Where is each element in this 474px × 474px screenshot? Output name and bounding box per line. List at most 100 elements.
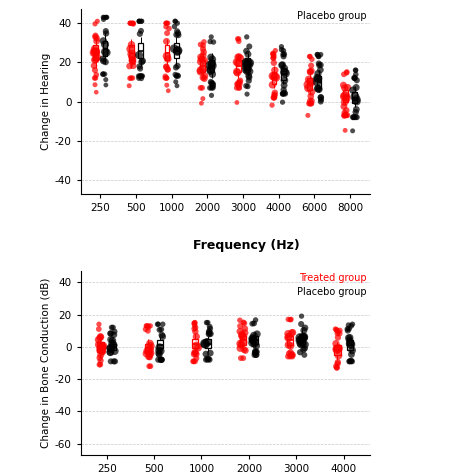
Point: [281, 50, 288, 58]
Point: [90, 62, 98, 70]
Point: [99, 70, 107, 78]
Point: [252, 347, 259, 355]
Point: [308, 88, 315, 96]
Point: [234, 35, 241, 43]
Point: [344, 111, 351, 119]
Point: [317, 96, 325, 103]
Point: [249, 335, 256, 342]
Point: [279, 90, 287, 98]
Point: [342, 111, 349, 119]
Point: [235, 59, 242, 67]
Point: [342, 111, 350, 119]
Point: [99, 55, 107, 63]
Point: [100, 37, 107, 45]
Point: [97, 333, 104, 340]
Point: [144, 327, 152, 335]
Point: [109, 337, 116, 344]
Point: [200, 48, 208, 56]
Point: [159, 333, 166, 340]
Point: [173, 72, 180, 80]
Point: [308, 55, 316, 63]
Point: [99, 347, 106, 355]
Point: [145, 322, 152, 329]
Point: [129, 58, 137, 65]
Point: [314, 53, 322, 60]
Point: [314, 51, 321, 58]
Point: [163, 74, 170, 82]
Point: [172, 71, 179, 78]
Point: [102, 81, 109, 89]
Point: [352, 66, 359, 74]
Point: [146, 350, 154, 358]
Point: [239, 338, 247, 346]
Point: [340, 82, 347, 89]
Point: [138, 72, 146, 80]
Point: [307, 68, 314, 76]
Point: [164, 87, 172, 94]
Point: [271, 66, 279, 74]
Point: [243, 33, 251, 41]
Point: [242, 347, 249, 355]
Point: [281, 68, 288, 76]
Point: [333, 364, 341, 372]
Point: [280, 86, 287, 93]
Point: [250, 336, 257, 344]
Point: [164, 19, 172, 27]
Point: [197, 68, 204, 75]
Point: [287, 316, 295, 323]
Point: [347, 357, 355, 365]
Point: [246, 73, 253, 81]
Point: [135, 18, 143, 25]
Point: [164, 66, 172, 73]
Point: [95, 325, 102, 333]
Point: [270, 94, 278, 101]
Point: [308, 97, 316, 105]
Point: [191, 348, 199, 356]
Point: [171, 23, 178, 30]
Point: [95, 341, 103, 348]
Point: [314, 85, 321, 92]
Point: [332, 325, 339, 333]
Point: [155, 347, 163, 355]
Point: [170, 45, 178, 53]
Point: [163, 74, 171, 82]
Point: [157, 347, 164, 355]
Bar: [300, 334, 305, 344]
Point: [96, 361, 103, 368]
Point: [352, 113, 359, 121]
Point: [253, 330, 261, 338]
Point: [253, 348, 260, 356]
Point: [93, 37, 100, 45]
Point: [308, 67, 315, 74]
Point: [268, 101, 276, 109]
Point: [199, 74, 207, 82]
Point: [344, 84, 351, 91]
Point: [333, 327, 340, 334]
Point: [301, 341, 309, 348]
Point: [351, 93, 359, 100]
Point: [135, 18, 143, 25]
Point: [146, 346, 154, 353]
Point: [243, 91, 251, 98]
Point: [137, 72, 145, 80]
Point: [352, 66, 360, 74]
Point: [127, 19, 134, 27]
Point: [136, 63, 144, 70]
Point: [91, 32, 99, 39]
Point: [146, 322, 154, 329]
Point: [162, 19, 170, 27]
Point: [206, 62, 214, 69]
Point: [317, 61, 325, 69]
Point: [206, 38, 214, 46]
Bar: [164, 45, 169, 60]
Point: [92, 89, 100, 96]
Bar: [98, 342, 104, 352]
Point: [102, 76, 109, 83]
Point: [172, 18, 179, 25]
Point: [209, 55, 216, 63]
Point: [300, 346, 307, 353]
Point: [350, 113, 358, 121]
Point: [108, 324, 116, 331]
Point: [280, 82, 288, 89]
Point: [172, 64, 180, 71]
